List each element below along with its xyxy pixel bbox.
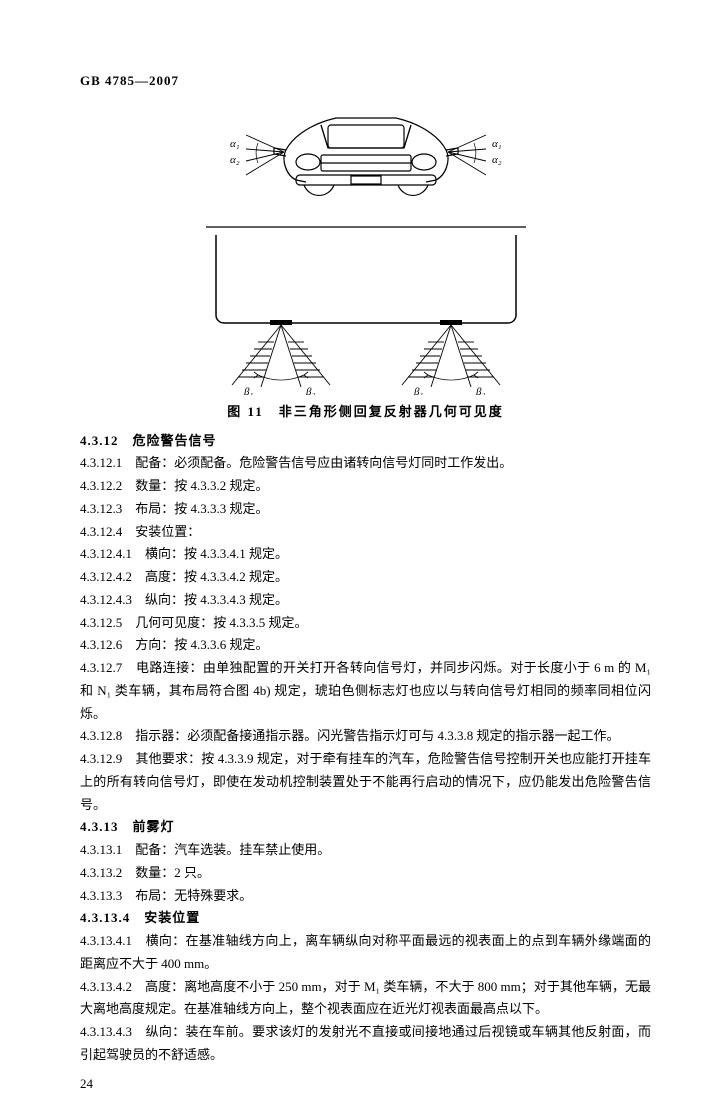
standard-header: GB 4785—2007 (80, 70, 651, 93)
clause-4-3-12-9: 4.3.12.9 其他要求：按 4.3.3.9 规定，对于牵有挂车的汽车，危险警… (80, 748, 651, 816)
beta2-label-left: β₂ (305, 386, 315, 395)
page-number: 24 (80, 1073, 651, 1096)
clause-4-3-13-3: 4.3.13.3 布局：无特殊要求。 (80, 885, 651, 908)
beta2-label-right: β₂ (475, 386, 485, 395)
clause-4-3-12-6: 4.3.12.6 方向：按 4.3.3.6 规定。 (80, 634, 651, 657)
clause-4-3-13-1: 4.3.13.1 配备：汽车选装。挂车禁止使用。 (80, 839, 651, 862)
page: GB 4785—2007 (0, 0, 721, 1115)
section-4-3-13-heading: 4.3.13 前雾灯 (80, 816, 651, 839)
clause-4-3-13-4: 4.3.13.4 安装位置 (80, 907, 651, 930)
figure-caption: 图 11 非三角形侧回复反射器几何可见度 (80, 401, 651, 424)
clause-4-3-12-2: 4.3.12.2 数量：按 4.3.3.2 规定。 (80, 475, 651, 498)
section-4-3-12-heading: 4.3.12 危险警告信号 (80, 430, 651, 453)
clause-4-3-13-4-1: 4.3.13.4.1 横向：在基准轴线方向上，离车辆纵向对称平面最远的视表面上的… (80, 930, 651, 976)
alpha1-label-right: α₁ (492, 138, 502, 150)
clause-4-3-12-4-2: 4.3.12.4.2 高度：按 4.3.3.4.2 规定。 (80, 566, 651, 589)
clause-4-3-13-4-3: 4.3.13.4.3 纵向：装在车前。要求该灯的发射光不直接或间接地通过后视镜或… (80, 1021, 651, 1067)
figure-11: α₁ α₂ α₁ α₂ (80, 105, 651, 424)
clause-4-3-12-4-3: 4.3.12.4.3 纵向：按 4.3.3.4.3 规定。 (80, 589, 651, 612)
clause-4-3-13-4-2: 4.3.13.4.2 高度：离地高度不小于 250 mm，对于 M₁ 类车辆，不… (80, 976, 651, 1022)
clause-4-3-12-4: 4.3.12.4 安装位置： (80, 521, 651, 544)
clause-4-3-12-1: 4.3.12.1 配备：必须配备。危险警告信号应由诸转向信号灯同时工作发出。 (80, 452, 651, 475)
alpha2-label-right: α₂ (492, 154, 502, 166)
diagram-svg: α₁ α₂ α₁ α₂ (146, 105, 586, 395)
clause-4-3-13-2: 4.3.13.2 数量：2 只。 (80, 862, 651, 885)
clause-4-3-12-5: 4.3.12.5 几何可见度：按 4.3.3.5 规定。 (80, 612, 651, 635)
clause-4-3-12-7: 4.3.12.7 电路连接：由单独配置的开关打开各转向信号灯，并同步闪烁。对于长… (80, 657, 651, 725)
clause-4-3-12-4-1: 4.3.12.4.1 横向：按 4.3.3.4.1 规定。 (80, 543, 651, 566)
beta1-label-right: β₁ (413, 386, 423, 395)
beta1-label-left: β₁ (243, 386, 253, 395)
clause-4-3-12-8: 4.3.12.8 指示器：必须配备接通指示器。闪光警告指示灯可与 4.3.3.8… (80, 725, 651, 748)
alpha1-label-left: α₁ (230, 138, 240, 150)
alpha2-label-left: α₂ (230, 154, 240, 166)
clause-4-3-12-3: 4.3.12.3 布局：按 4.3.3.3 规定。 (80, 498, 651, 521)
